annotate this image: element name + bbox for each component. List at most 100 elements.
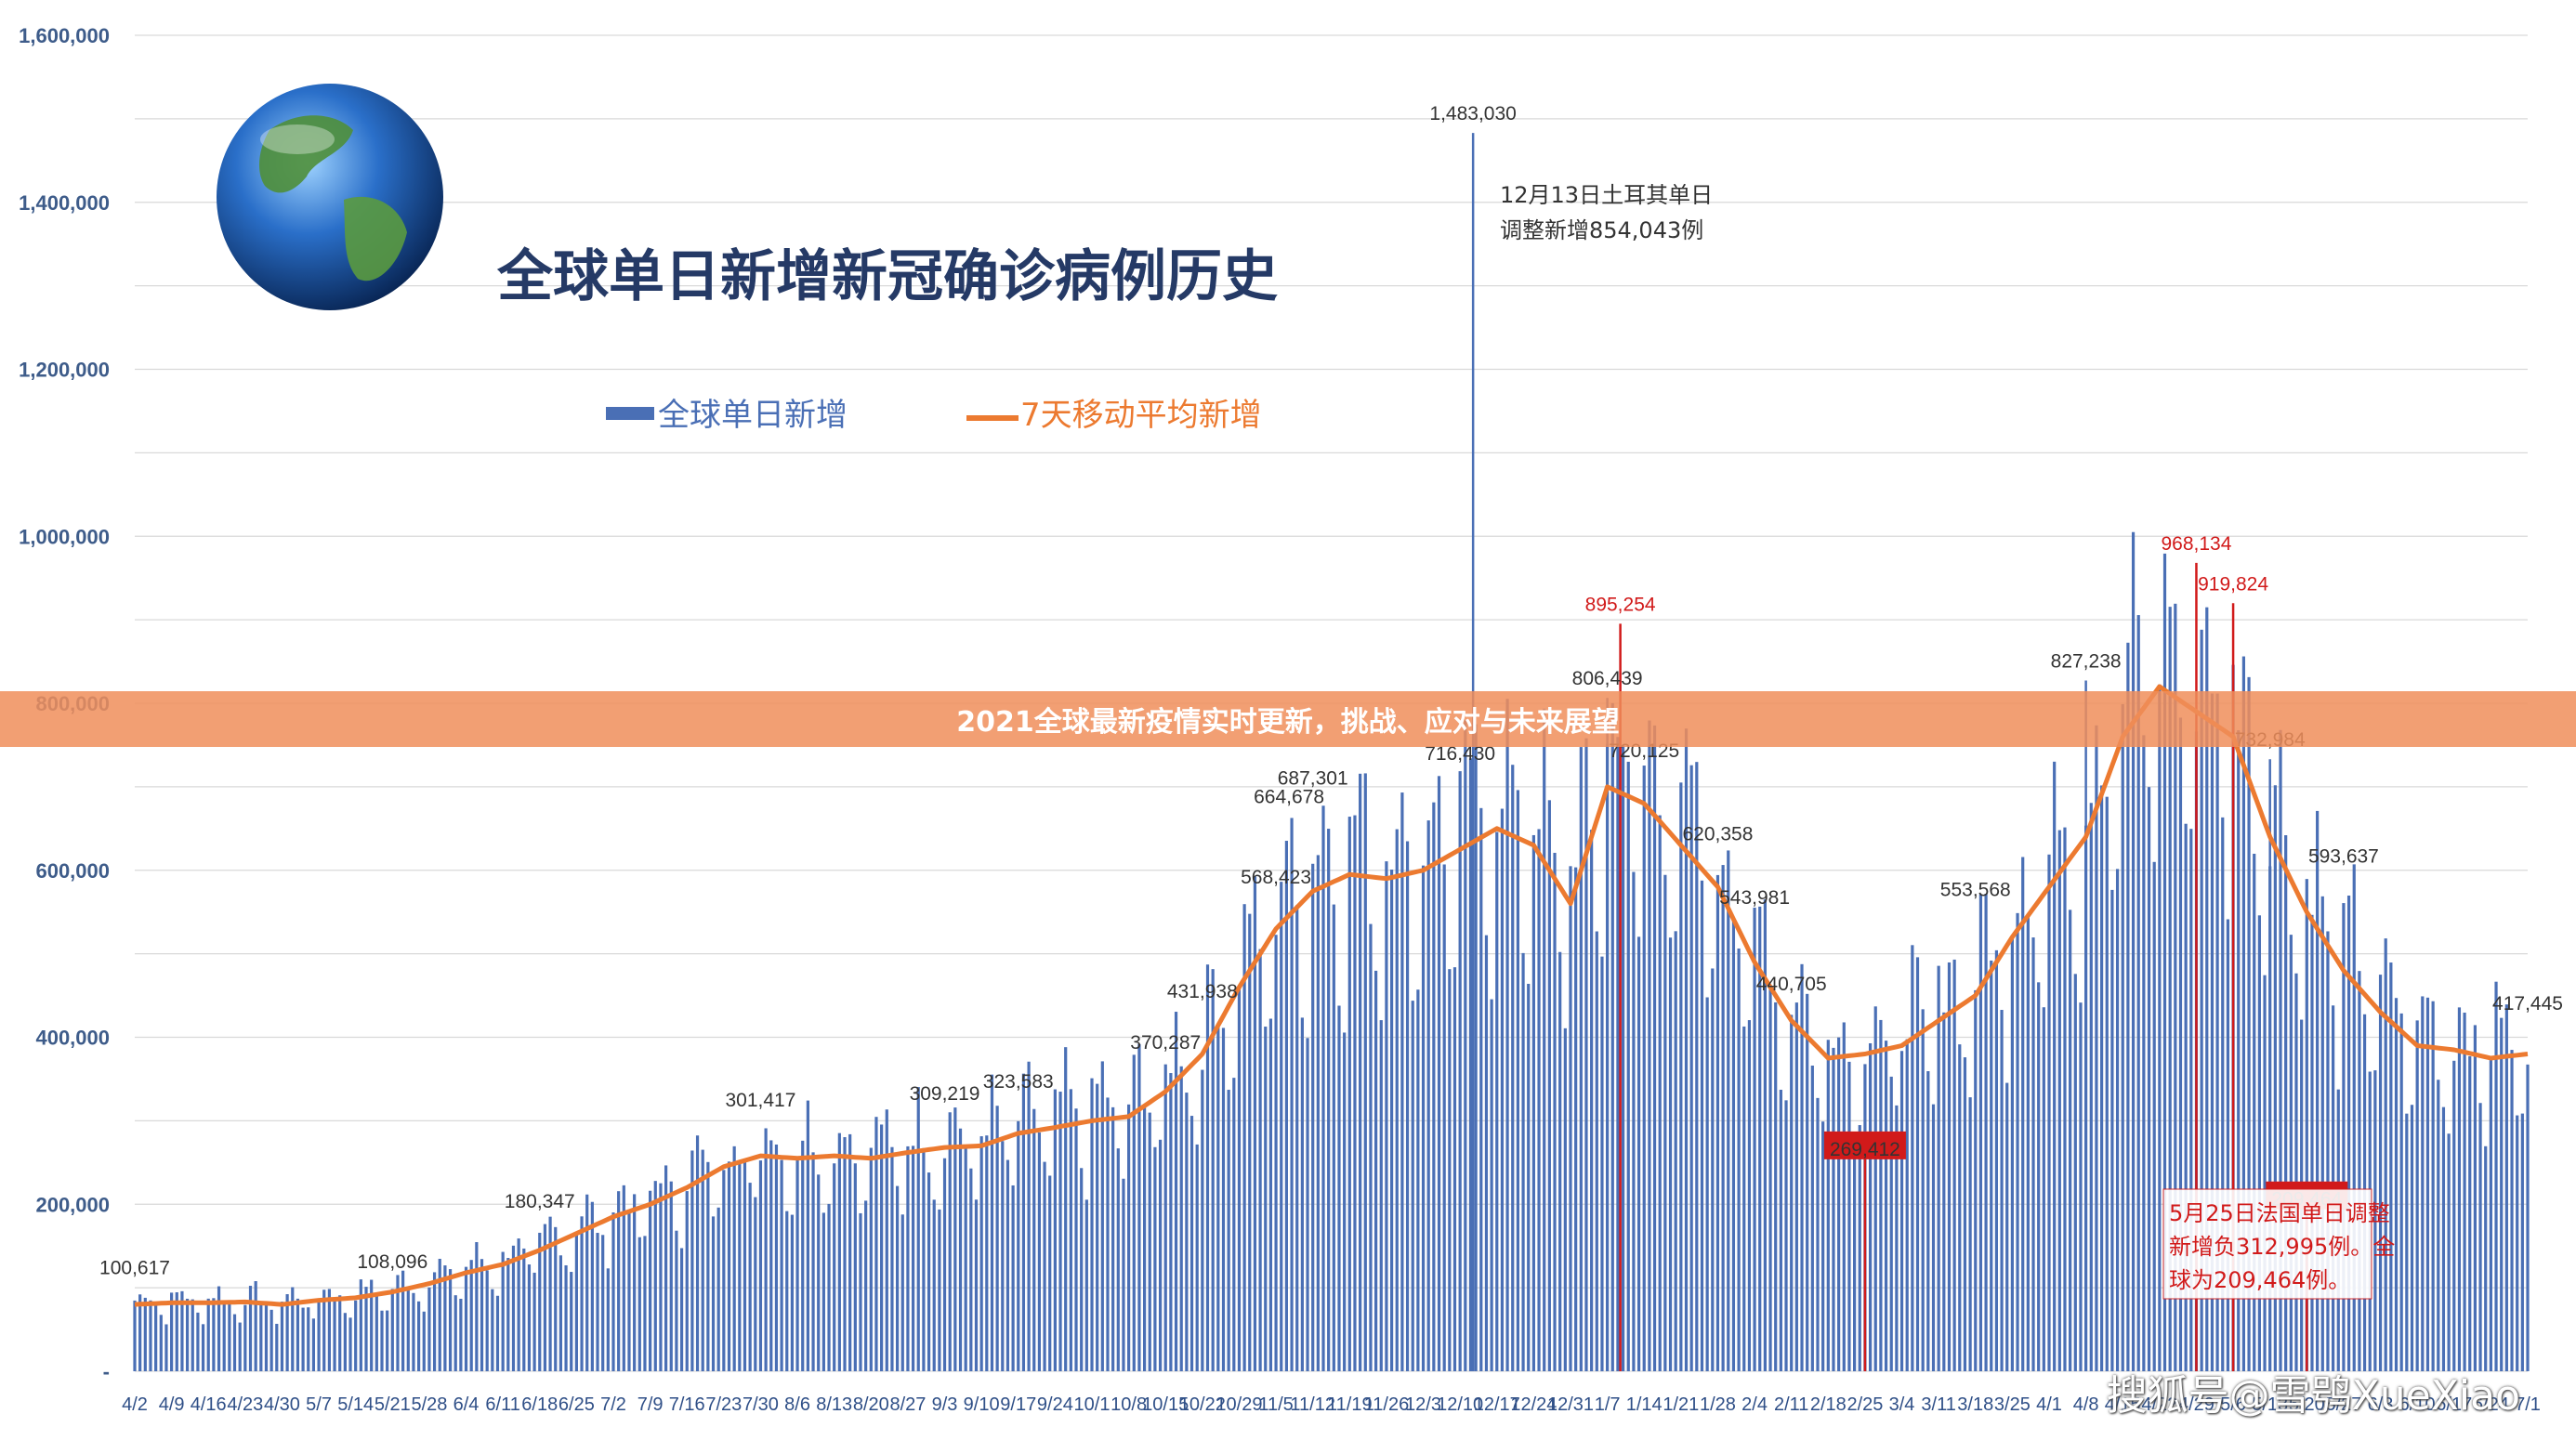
daily-bar [864, 1200, 868, 1371]
daily-bar [669, 1181, 673, 1371]
daily-bar [1353, 815, 1357, 1371]
daily-bar [1595, 931, 1598, 1371]
daily-bar [2425, 997, 2430, 1371]
x-tick-label: 4/16 [191, 1394, 227, 1415]
x-tick-label: 9/10 [964, 1394, 1000, 1415]
daily-bar [448, 1269, 453, 1371]
daily-bar [1648, 720, 1651, 1371]
daily-bar [2273, 785, 2277, 1371]
daily-bar [1116, 1148, 1120, 1371]
x-tick-label: 4/2 [122, 1394, 148, 1415]
daily-bar [1080, 1168, 1084, 1371]
annotation-turkey-line2: 调整新增854,043例 [1500, 217, 1703, 243]
daily-bar [2047, 854, 2051, 1371]
daily-bar [2516, 1115, 2519, 1371]
daily-bar [1674, 931, 1677, 1371]
daily-bar [1253, 876, 1257, 1371]
daily-bar [611, 1212, 615, 1371]
daily-bar [1284, 841, 1288, 1371]
daily-bar [738, 1162, 742, 1371]
daily-bar [1490, 999, 1493, 1371]
daily-bar [2489, 1057, 2492, 1371]
daily-bar [837, 1132, 841, 1371]
daily-bar [706, 1161, 710, 1371]
daily-bar [1947, 962, 1952, 1371]
daily-bar [2352, 864, 2356, 1371]
daily-bar [480, 1259, 484, 1371]
daily-bar [1001, 1141, 1005, 1371]
daily-bar [232, 1314, 237, 1371]
daily-bar [1280, 882, 1283, 1371]
daily-bar [2136, 615, 2140, 1371]
daily-bar [2215, 693, 2219, 1371]
daily-bar [2305, 879, 2308, 1371]
daily-bar [711, 1216, 716, 1371]
daily-bar [806, 1100, 809, 1371]
x-tick-label: 4/8 [2073, 1394, 2099, 1415]
daily-bar [1437, 776, 1441, 1371]
daily-bar [1543, 708, 1546, 1371]
daily-bar [1705, 997, 1709, 1371]
x-tick-label: 4/29 [2178, 1394, 2215, 1415]
daily-bar [727, 1161, 731, 1371]
daily-bar [790, 1214, 795, 1371]
daily-bar [1232, 1078, 1236, 1371]
daily-bar [2320, 896, 2324, 1371]
peak-label: 309,219 [910, 1083, 980, 1105]
daily-bar [1174, 1012, 1178, 1371]
daily-bar [900, 1214, 904, 1371]
daily-bar [675, 1230, 678, 1371]
daily-bar [606, 1268, 610, 1371]
annotation-france-line1: 5月25日法国单日调整 [2169, 1200, 2390, 1226]
daily-bar [427, 1287, 431, 1371]
daily-bar [848, 1133, 852, 1371]
daily-bar [922, 1147, 926, 1371]
daily-bar [1153, 1146, 1157, 1371]
daily-bar [1990, 960, 1993, 1371]
daily-bar [1474, 724, 1478, 1371]
x-tick-label: 5/14 [337, 1394, 374, 1415]
daily-bar [1816, 1097, 1820, 1371]
daily-bar [2394, 998, 2399, 1371]
daily-bar [1994, 949, 1999, 1371]
daily-bar [1189, 1116, 1194, 1371]
daily-bar [1347, 817, 1351, 1371]
daily-bar [1363, 773, 1367, 1371]
daily-bar [2079, 1002, 2083, 1371]
daily-bar [307, 1307, 310, 1371]
daily-bar [1968, 1097, 1972, 1371]
y-tick-label: 1,400,000 [19, 191, 110, 215]
daily-bar [2457, 1007, 2462, 1371]
x-tick-label: 2/4 [1741, 1394, 1768, 1415]
daily-bar [511, 1245, 516, 1371]
daily-bar [243, 1304, 247, 1371]
daily-bar [1553, 852, 1557, 1371]
daily-bar [2405, 1113, 2409, 1371]
x-tick-label: 7/2 [600, 1394, 626, 1415]
peak-label: 687,301 [1278, 767, 1348, 789]
daily-bar [1148, 1112, 1151, 1371]
daily-bar [2326, 931, 2330, 1371]
y-tick-label: 1,000,000 [19, 525, 110, 548]
y-tick-label: 1,600,000 [19, 24, 110, 47]
daily-bar [1574, 867, 1578, 1371]
daily-bar [2110, 889, 2114, 1371]
daily-bar [643, 1236, 647, 1371]
x-tick-label: 11/26 [1364, 1394, 1410, 1415]
daily-bar [1316, 855, 1320, 1371]
daily-bar [338, 1295, 342, 1371]
daily-bar [548, 1216, 552, 1371]
daily-bar [149, 1300, 152, 1371]
daily-bar [1395, 829, 1399, 1371]
daily-bar [2000, 1010, 2004, 1371]
daily-bar [1758, 906, 1762, 1371]
daily-bar [690, 1150, 694, 1371]
daily-bar [464, 1266, 468, 1371]
x-tick-label: 7/30 [743, 1394, 779, 1415]
daily-bar [1921, 1009, 1925, 1371]
daily-bar [311, 1318, 316, 1371]
peak-label: 440,705 [1756, 974, 1827, 995]
daily-bar [2342, 903, 2346, 1371]
peak-label: 716,430 [1425, 743, 1495, 765]
daily-bar [938, 1209, 941, 1371]
